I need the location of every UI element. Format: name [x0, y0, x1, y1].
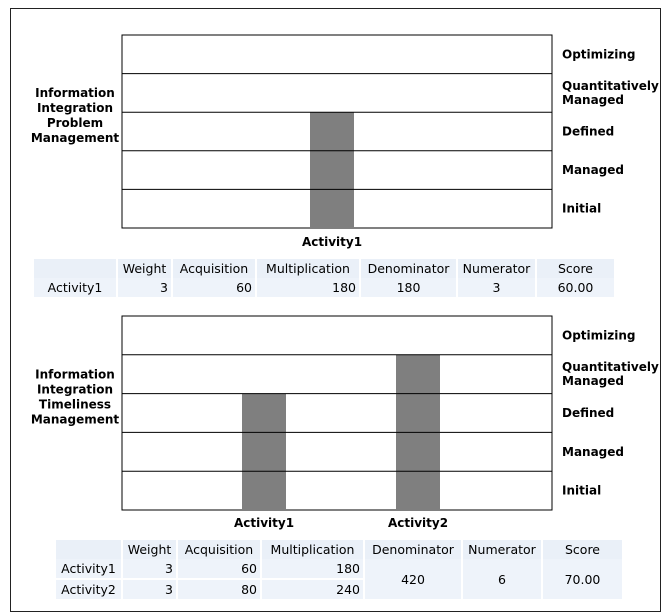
row-weight: 3: [121, 578, 177, 599]
row-activity: Activity2: [56, 578, 122, 599]
header-weight: Weight: [121, 540, 177, 559]
plot-border: [121, 315, 553, 511]
header-score: Score: [535, 259, 614, 278]
header-weight: Weight: [116, 259, 172, 278]
level-label: Initial: [562, 202, 601, 216]
bar-activity1: [242, 393, 286, 510]
table-row: Activity1 3 60 180 180 3 60.00: [34, 278, 614, 297]
row-acquisition: 60: [171, 278, 256, 297]
category-label: Activity1: [302, 235, 362, 249]
level-label: Defined: [562, 406, 614, 420]
row-activity: Activity1: [34, 278, 117, 297]
denominator-value: 180: [359, 278, 457, 297]
header-acquisition: Acquisition: [176, 540, 261, 559]
category-label: Activity2: [388, 516, 448, 530]
level-label: Managed: [562, 163, 624, 177]
row-multiplication: 180: [255, 278, 360, 297]
level-label: Optimizing: [562, 47, 636, 61]
header-multiplication: Multiplication: [255, 259, 360, 278]
row-multiplication: 180: [260, 559, 364, 579]
header-acquisition: Acquisition: [171, 259, 256, 278]
row-weight: 3: [121, 559, 177, 579]
level-label: Initial: [562, 484, 601, 498]
numerator-value: 6: [461, 559, 542, 599]
table-row: Activity2 3 80 240: [56, 578, 622, 599]
denominator-value: 420: [363, 559, 462, 599]
level-label: Defined: [562, 125, 614, 139]
level-label: Quantitatively Managed: [562, 79, 659, 107]
row-multiplication: 240: [260, 578, 364, 599]
header-multiplication: Multiplication: [260, 540, 364, 559]
score-table-1: Weight Acquisition Multiplication Denomi…: [34, 259, 614, 297]
row-acquisition: 80: [176, 578, 261, 599]
numerator-value: 3: [456, 278, 536, 297]
header-numerator: Numerator: [456, 259, 536, 278]
report-frame: [10, 8, 661, 612]
bar-activity1: [310, 112, 354, 228]
chart-title: Information Integration Problem Management: [31, 86, 120, 145]
category-label: Activity1: [234, 516, 294, 530]
score-value: 60.00: [535, 278, 614, 297]
row-activity: Activity1: [56, 559, 122, 579]
level-label: Optimizing: [562, 328, 636, 342]
score-table-2: Weight Acquisition Multiplication Denomi…: [56, 540, 622, 599]
table-header-row: Weight Acquisition Multiplication Denomi…: [34, 259, 614, 278]
table-row: Activity1 3 60 180 420 6 70.00: [56, 559, 622, 599]
header-corner: [56, 540, 122, 559]
score-value: 70.00: [541, 559, 622, 599]
chart-title: Information Integration Timeliness Manageme…: [31, 368, 120, 427]
header-corner: [34, 259, 117, 278]
header-numerator: Numerator: [461, 540, 542, 559]
header-score: Score: [541, 540, 622, 559]
header-denominator: Denominator: [363, 540, 462, 559]
row-acquisition: 60: [176, 559, 261, 579]
table-header-row: Weight Acquisition Multiplication Denomi…: [56, 540, 622, 559]
header-denominator: Denominator: [359, 259, 457, 278]
row-weight: 3: [116, 278, 172, 297]
level-label: Quantitatively Managed: [562, 360, 659, 388]
level-label: Managed: [562, 445, 624, 459]
